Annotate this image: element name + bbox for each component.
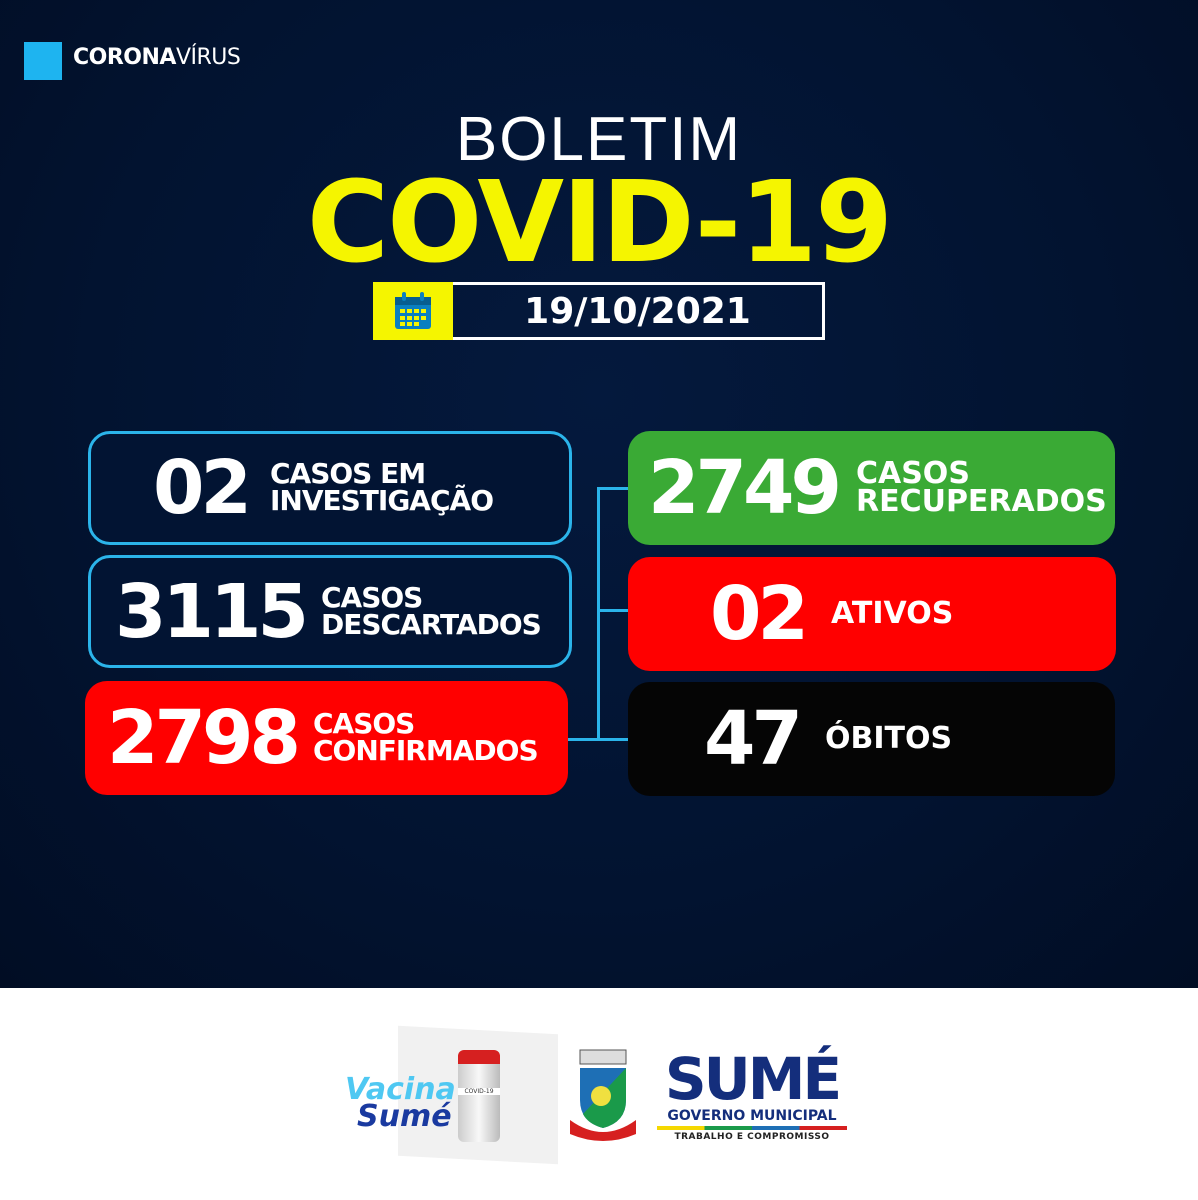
title-boletim: BOLETIM bbox=[455, 105, 743, 174]
vial-label: COVID-19 bbox=[458, 1088, 500, 1095]
stat-recuperados: 2749 CASOS RECUPERADOS bbox=[628, 431, 1115, 545]
connector bbox=[568, 738, 600, 741]
stat-value: 2749 bbox=[648, 445, 842, 531]
stat-descartados: 3115 CASOS DESCARTADOS bbox=[88, 555, 572, 668]
logo-title: SUMÉ bbox=[664, 1045, 842, 1113]
stat-label: CASOS CONFIRMADOS bbox=[312, 707, 539, 767]
title-covid: COVID-19 bbox=[306, 158, 893, 288]
stat-label: CASOS RECUPERADOS bbox=[855, 455, 1107, 519]
connector bbox=[597, 487, 629, 490]
vaccine-vial-icon: COVID-19 bbox=[458, 1050, 500, 1142]
stat-value: 3115 bbox=[115, 568, 309, 655]
label-line: CASOS EM bbox=[269, 457, 426, 491]
label-line: RECUPERADOS bbox=[855, 484, 1107, 519]
tag-rest: VÍRUS bbox=[175, 45, 241, 70]
sume-government-logo: SUMÉ GOVERNO MUNICIPAL TRABALHO E COMPRO… bbox=[657, 1050, 847, 1142]
logo-stripe bbox=[657, 1126, 847, 1130]
stat-label: CASOS DESCARTADOS bbox=[320, 580, 542, 641]
sume-text: Sumé bbox=[357, 1099, 452, 1134]
stat-confirmados: 2798 CASOS CONFIRMADOS bbox=[85, 681, 568, 795]
stat-value: 47 bbox=[704, 696, 803, 782]
stat-investigacao: 02 CASOS EM INVESTIGAÇÃO bbox=[88, 431, 572, 545]
calendar-icon bbox=[373, 282, 453, 340]
logo-motto: TRABALHO E COMPROMISSO bbox=[674, 1132, 830, 1142]
stat-ativos: 02 ATIVOS bbox=[628, 557, 1116, 671]
connector bbox=[597, 487, 600, 741]
brand-square bbox=[24, 42, 62, 80]
label-line: CASOS bbox=[320, 580, 423, 614]
label-line: CONFIRMADOS bbox=[312, 734, 539, 767]
logo-subtitle: GOVERNO MUNICIPAL bbox=[667, 1108, 837, 1124]
vacina-text: Vacina bbox=[345, 1072, 456, 1107]
label-line: DESCARTADOS bbox=[320, 607, 542, 641]
bulletin-background: CORONAVÍRUS BOLETIM COVID-19 19/10/2021 … bbox=[0, 0, 1198, 988]
stat-label: ATIVOS bbox=[830, 595, 954, 631]
label-line: INVESTIGAÇÃO bbox=[269, 484, 494, 517]
stat-label: CASOS EM INVESTIGAÇÃO bbox=[269, 457, 494, 517]
connector bbox=[597, 609, 629, 612]
coronavirus-tag: CORONAVÍRUS bbox=[73, 45, 241, 70]
stat-value: 02 bbox=[710, 571, 809, 657]
vacina-sume-logo: Vacina Sumé bbox=[345, 1072, 456, 1134]
connector bbox=[597, 738, 629, 741]
bulletin-date: 19/10/2021 bbox=[453, 282, 825, 340]
label-line: CASOS bbox=[312, 707, 415, 741]
footer: Vacina Sumé COVID-19 SUMÉ GOVERNO MUNICI… bbox=[0, 988, 1198, 1200]
stat-obitos: 47 ÓBITOS bbox=[628, 682, 1115, 796]
municipal-coat-of-arms bbox=[568, 1048, 638, 1144]
label-line: CASOS bbox=[855, 455, 970, 491]
stat-label: ÓBITOS bbox=[824, 720, 953, 756]
tag-bold: CORONA bbox=[73, 45, 176, 70]
stat-value: 02 bbox=[153, 445, 252, 531]
stat-value: 2798 bbox=[107, 695, 301, 781]
